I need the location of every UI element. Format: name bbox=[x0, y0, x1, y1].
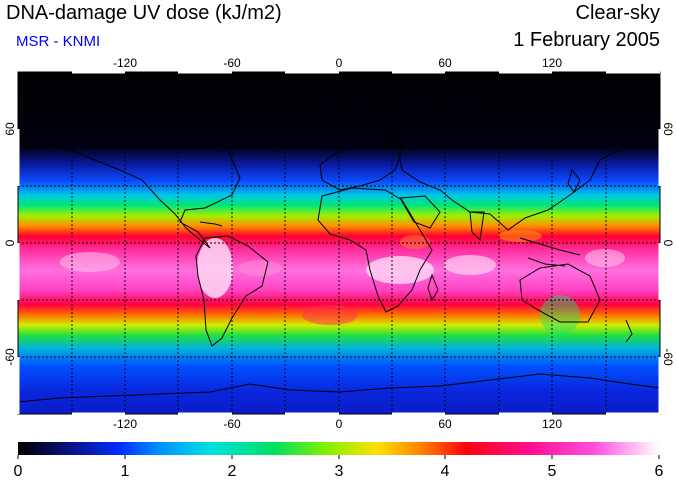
lat-label-right: 0 bbox=[661, 240, 675, 247]
colorbar-label: 5 bbox=[548, 463, 557, 480]
coastlines bbox=[18, 99, 660, 403]
source-label: MSR - KNMI bbox=[16, 33, 101, 50]
lat-label-left: 0 bbox=[3, 239, 17, 246]
lon-label-top: 0 bbox=[336, 56, 343, 70]
map-title: DNA-damage UV dose (kJ/m2) bbox=[6, 2, 282, 24]
lat-label-left: 60 bbox=[3, 122, 17, 136]
map-frame-ticks bbox=[16, 70, 662, 416]
colorbar bbox=[18, 442, 659, 455]
colorbar-label: 3 bbox=[335, 463, 344, 480]
lon-label-top: 60 bbox=[438, 56, 452, 70]
lat-label-left: -60 bbox=[3, 348, 17, 366]
lon-label-top: 120 bbox=[542, 56, 562, 70]
lon-label-bottom: 120 bbox=[542, 417, 562, 431]
colorbar-label: 6 bbox=[655, 463, 664, 480]
colorbar-label: 4 bbox=[441, 463, 450, 480]
sky-condition-label: Clear-sky bbox=[575, 2, 660, 24]
colorbar-label: 2 bbox=[228, 463, 237, 480]
lat-label-right: 60 bbox=[661, 122, 675, 136]
date-label: 1 February 2005 bbox=[513, 29, 660, 51]
lon-label-bottom: -60 bbox=[223, 417, 241, 431]
lon-label-top: -120 bbox=[113, 56, 137, 70]
lon-label-bottom: -120 bbox=[113, 417, 137, 431]
colorbar-ticks bbox=[17, 455, 660, 459]
lon-label-bottom: 60 bbox=[438, 417, 452, 431]
lon-label-top: -60 bbox=[223, 56, 241, 70]
lat-label-right: -60 bbox=[661, 348, 675, 366]
colorbar-label: 1 bbox=[121, 463, 130, 480]
colorbar-label: 0 bbox=[14, 463, 23, 480]
lon-label-bottom: 0 bbox=[336, 417, 343, 431]
graticule bbox=[18, 72, 660, 414]
